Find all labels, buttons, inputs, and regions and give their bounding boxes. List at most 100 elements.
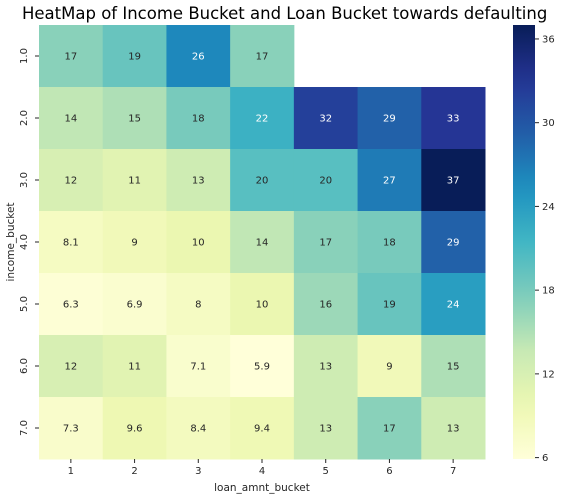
cell-label-r2-c6: 29 (383, 114, 396, 125)
colorbar-ticks: 6 12 18 24 30 36 (535, 34, 555, 464)
y-axis-ticks: 1.0 2.0 3.0 4.0 5.0 6.0 7.0 (19, 48, 39, 436)
heatmap-cell-r5-c5 (293, 273, 359, 336)
heatmap-cell-r2-c5 (293, 87, 359, 150)
cell-label-r3-c3: 13 (192, 176, 205, 187)
cell-label-r6-c3: 7.1 (190, 362, 206, 373)
colorbar-tick-label-24: 24 (542, 202, 555, 213)
heatmap-cell-r7-c3 (166, 397, 231, 460)
cell-label-r6-c4: 5.9 (254, 362, 270, 373)
heatmap-cell-r5-c2 (102, 273, 167, 336)
heatmap-cell-r4-c4 (230, 211, 295, 274)
chart-title: HeatMap of Income Bucket and Loan Bucket… (22, 4, 548, 23)
heatmap-cell-r7-c6 (357, 397, 422, 460)
y-tick-label-5: 5.0 (19, 296, 30, 312)
cell-label-r6-c5: 13 (319, 362, 332, 373)
heatmap-cell-r6-c4 (230, 335, 295, 398)
cell-label-r7-c3: 8.4 (190, 424, 206, 435)
cell-label-r4-c1: 8.1 (63, 238, 79, 249)
cell-label-r5-c2: 6.9 (127, 300, 143, 311)
heatmap-cell-r2-c1 (39, 87, 104, 150)
cell-label-r6-c7: 15 (447, 362, 460, 373)
heatmap-cell-r3-c6 (357, 149, 422, 212)
heatmap-cell-r5-c7 (421, 273, 486, 336)
cell-label-r3-c7: 37 (447, 176, 460, 187)
cell-label-r6-c6: 9 (386, 362, 392, 373)
cell-label-r7-c5: 13 (319, 424, 332, 435)
colorbar (513, 25, 535, 459)
heatmap-cell-r3-c7 (421, 149, 486, 212)
cell-label-r6-c2: 11 (128, 362, 141, 373)
heatmap-cell-r3-c3 (166, 149, 231, 212)
heatmap-cell-r3-c4 (230, 149, 295, 212)
cell-label-r1-c3: 26 (192, 52, 205, 63)
cell-label-r4-c4: 14 (256, 238, 269, 249)
heatmap-cell-r6-c7 (421, 335, 486, 398)
heatmap-cell-r3-c5 (293, 149, 359, 212)
cell-label-r1-c2: 19 (128, 52, 141, 63)
heatmap-cell-r1-c3 (166, 25, 231, 88)
heatmap-cell-r5-c1 (39, 273, 104, 336)
cell-label-r7-c6: 17 (383, 424, 396, 435)
cell-label-r5-c3: 8 (195, 300, 201, 311)
y-tick-label-2: 2.0 (19, 110, 30, 126)
heatmap-cell-r6-c5 (293, 335, 359, 398)
heatmap-cell-r7-c4 (230, 397, 295, 460)
cell-label-r5-c6: 19 (383, 300, 396, 311)
heatmap-cell-r4-c3 (166, 211, 231, 274)
cell-label-r3-c4: 20 (256, 176, 269, 187)
cell-label-r5-c1: 6.3 (63, 300, 79, 311)
heatmap-cell-r3-c1 (39, 149, 104, 212)
x-tick-label-2: 2 (131, 466, 137, 477)
cell-label-r4-c5: 17 (319, 238, 332, 249)
cell-label-r2-c1: 14 (64, 114, 77, 125)
cell-label-r3-c2: 11 (128, 176, 141, 187)
y-tick-label-4: 4.0 (19, 234, 30, 250)
heatmap-cell-r7-c1 (39, 397, 104, 460)
heatmap-cell-r5-c4 (230, 273, 295, 336)
cell-label-r4-c3: 10 (192, 238, 205, 249)
heatmap-cell-r1-c2 (102, 25, 167, 88)
heatmap-cell-r5-c6 (357, 273, 422, 336)
cell-label-r4-c7: 29 (447, 238, 460, 249)
cell-label-r7-c4: 9.4 (254, 424, 270, 435)
x-axis-label: loan_amnt_bucket (214, 482, 310, 494)
heatmap-cell-r7-c5 (293, 397, 359, 460)
colorbar-tick-label-30: 30 (542, 118, 555, 129)
heatmap-cell-r4-c7 (421, 211, 486, 274)
heatmap-cell-r6-c1 (39, 335, 104, 398)
cell-label-r3-c5: 20 (319, 176, 332, 187)
x-tick-label-6: 6 (386, 466, 392, 477)
heatmap-cell-r6-c3 (166, 335, 231, 398)
cell-label-r3-c1: 12 (64, 176, 77, 187)
cell-label-r2-c7: 33 (447, 114, 460, 125)
cell-label-r7-c1: 7.3 (63, 424, 79, 435)
cell-label-r2-c5: 32 (319, 114, 332, 125)
cell-label-r2-c4: 22 (256, 114, 269, 125)
cell-label-r7-c7: 13 (447, 424, 460, 435)
cell-label-r7-c2: 9.6 (127, 424, 143, 435)
heatmap-cell-r7-c2 (102, 397, 167, 460)
cell-label-r2-c2: 15 (128, 114, 141, 125)
colorbar-tick-label-6: 6 (542, 453, 548, 464)
heatmap-cell-r4-c6 (357, 211, 422, 274)
y-tick-label-7: 7.0 (19, 420, 30, 436)
cell-label-r1-c4: 17 (256, 52, 269, 63)
cell-label-r1-c1: 17 (64, 52, 77, 63)
heatmap-cell-r3-c2 (102, 149, 167, 212)
y-tick-label-1: 1.0 (19, 48, 30, 64)
heatmap-cell-r1-c1 (39, 25, 104, 88)
y-axis-label: income_bucket (5, 202, 17, 281)
colorbar-tick-label-36: 36 (542, 34, 555, 45)
cell-label-r5-c4: 10 (256, 300, 269, 311)
heatmap-cell-r6-c2 (102, 335, 167, 398)
heatmap-cell-r4-c5 (293, 211, 359, 274)
x-tick-label-7: 7 (450, 466, 456, 477)
heatmap-cell-r4-c2 (102, 211, 167, 274)
heatmap-cells: 17 19 26 17 14 15 18 22 32 29 33 12 11 13 20 20 27 37 8.1 9… (39, 25, 486, 460)
heatmap-cell-r4-c1 (39, 211, 104, 274)
x-tick-label-3: 3 (195, 466, 201, 477)
cell-label-r5-c7: 24 (447, 300, 460, 311)
x-tick-label-5: 5 (323, 466, 329, 477)
colorbar-tick-label-18: 18 (542, 286, 555, 297)
